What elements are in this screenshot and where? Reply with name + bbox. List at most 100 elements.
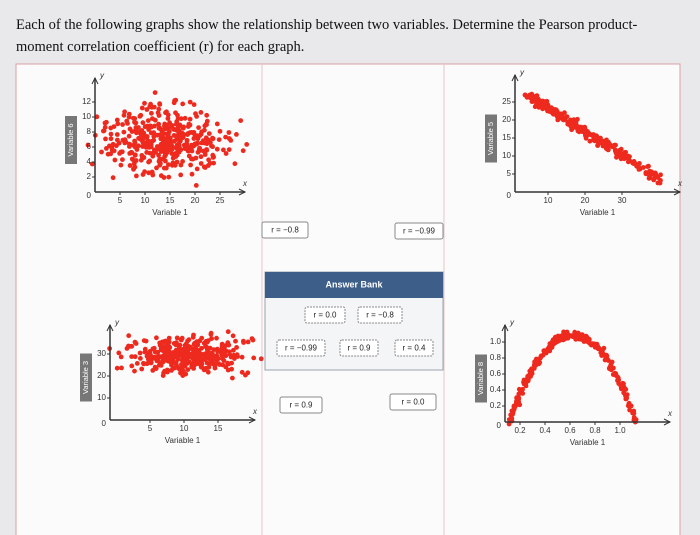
- answer-item-box[interactable]: [304, 306, 346, 324]
- data-point: [131, 115, 136, 121]
- data-point: [243, 372, 248, 378]
- data-point: [147, 150, 153, 156]
- data-point: [514, 396, 520, 401]
- data-point: [226, 147, 232, 153]
- answer-item-box[interactable]: [357, 306, 403, 324]
- data-point: [107, 143, 112, 149]
- data-point: [138, 112, 144, 118]
- origin-label: 0: [497, 421, 502, 430]
- data-point: [577, 124, 583, 130]
- data-point: [114, 365, 120, 371]
- data-point: [551, 107, 556, 113]
- data-point: [112, 157, 118, 163]
- data-point: [584, 338, 589, 344]
- x-tick-label: 10: [141, 196, 150, 205]
- x-label: Variable 1: [152, 208, 188, 217]
- data-point: [187, 359, 192, 365]
- x-label: Variable 1: [570, 438, 606, 447]
- data-point: [593, 137, 599, 143]
- data-point: [579, 332, 585, 337]
- axis-letter: x: [677, 179, 683, 188]
- data-point: [120, 157, 125, 163]
- data-point: [509, 408, 515, 414]
- data-point: [170, 360, 176, 366]
- data-point: [129, 129, 135, 134]
- data-point: [216, 137, 222, 143]
- data-point: [258, 356, 264, 362]
- data-point: [169, 368, 174, 373]
- y-tick-label: 6: [87, 142, 92, 151]
- data-point: [167, 137, 172, 143]
- data-point: [122, 137, 128, 143]
- data-point: [200, 138, 206, 144]
- data-point: [133, 341, 139, 346]
- answer-item: r = 0.0: [314, 311, 337, 320]
- data-point: [210, 361, 215, 366]
- data-point: [180, 357, 186, 363]
- y-tick-label: 1.0: [490, 337, 502, 346]
- data-point: [231, 347, 236, 353]
- data-point: [118, 354, 124, 360]
- answer-item: r = 0.4: [403, 344, 426, 353]
- data-point: [210, 352, 216, 358]
- data-point: [119, 149, 125, 155]
- data-point: [214, 335, 219, 341]
- data-point: [169, 162, 175, 168]
- data-point: [166, 335, 172, 341]
- data-point: [145, 118, 151, 123]
- y-tick-label: 0.4: [490, 385, 502, 394]
- data-point: [613, 147, 618, 153]
- data-point: [233, 338, 238, 344]
- data-point: [516, 399, 522, 405]
- data-point: [164, 347, 169, 353]
- answer-item-box[interactable]: [276, 339, 326, 357]
- data-point: [185, 124, 191, 129]
- data-point: [230, 375, 235, 381]
- data-point: [547, 109, 553, 114]
- answer-item-box[interactable]: [339, 339, 379, 357]
- x-tick-label: 0.6: [564, 426, 576, 435]
- data-point: [166, 339, 172, 345]
- data-point: [167, 120, 173, 126]
- data-point: [221, 147, 226, 153]
- data-point: [165, 116, 171, 121]
- data-point: [129, 354, 135, 359]
- data-point: [184, 138, 190, 143]
- data-point: [157, 156, 163, 162]
- origin-label: 0: [507, 191, 512, 200]
- answer-item-box[interactable]: [394, 339, 434, 357]
- y-label-box: [80, 353, 92, 402]
- drop-zone-box[interactable]: [389, 393, 437, 411]
- data-point: [164, 367, 170, 373]
- data-point: [190, 156, 196, 162]
- data-point: [594, 345, 600, 350]
- origin-label: 0: [87, 191, 92, 200]
- y-tick-label: 20: [97, 371, 106, 380]
- data-point: [175, 348, 181, 354]
- drop-zone-box[interactable]: [279, 396, 323, 414]
- drop-zone-box[interactable]: [261, 221, 309, 239]
- data-point: [189, 148, 195, 154]
- data-point: [214, 353, 220, 359]
- y-tick-label: 20: [502, 115, 511, 124]
- data-point: [234, 352, 240, 358]
- data-point: [214, 356, 220, 362]
- data-point: [618, 146, 624, 152]
- data-point: [150, 172, 156, 178]
- data-point: [194, 114, 200, 119]
- data-point: [615, 375, 621, 381]
- data-point: [206, 157, 212, 163]
- data-point: [137, 350, 143, 356]
- drop-zone-box[interactable]: [394, 222, 444, 240]
- drop-zone: r = −0.8: [271, 226, 299, 235]
- data-point: [139, 366, 145, 372]
- data-point: [155, 349, 161, 355]
- data-point: [163, 165, 169, 171]
- data-point: [191, 357, 197, 363]
- data-point: [126, 333, 132, 339]
- data-point: [127, 142, 133, 148]
- data-point: [108, 125, 114, 131]
- data-point: [221, 358, 227, 363]
- data-point: [201, 164, 207, 170]
- data-point: [653, 171, 659, 177]
